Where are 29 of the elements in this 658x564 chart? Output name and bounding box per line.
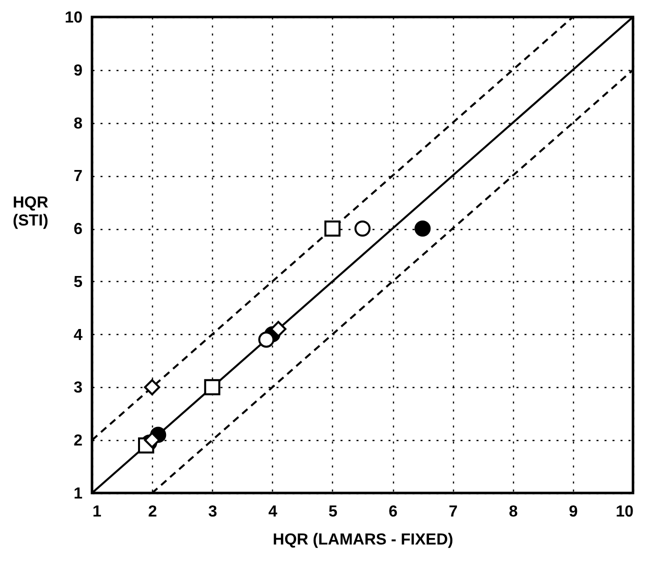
x-tick-label: 10 (616, 504, 634, 520)
y-tick-label: 3 (74, 380, 83, 397)
x-tick-label: 4 (268, 504, 278, 520)
point (414, 220, 431, 237)
x-axis-title: HQR (LAMARS - FIXED) (272, 532, 454, 548)
x-tick-label: 6 (388, 504, 398, 520)
x-tick-label: 9 (568, 504, 578, 520)
point (258, 332, 274, 348)
x-tick-label: 3 (208, 504, 218, 520)
y-tick-label: 2 (74, 432, 83, 450)
point (144, 379, 160, 396)
x-tick-label: 8 (508, 504, 518, 520)
point (144, 432, 160, 448)
x-tick-label: 7 (448, 504, 458, 520)
y-tick-label: 4 (74, 326, 83, 344)
y-tick-label: 9 (74, 62, 83, 80)
x-tick-label: 5 (328, 504, 338, 520)
y-tick-label: 1 (74, 486, 83, 502)
point (354, 220, 371, 237)
x-tick-label: 2 (148, 504, 158, 520)
point (324, 220, 341, 237)
y-tick-label: 6 (74, 221, 83, 238)
y-tick-label: 8 (74, 115, 83, 132)
y-tick-label: 5 (74, 274, 83, 291)
y-tick-label: 10 (64, 10, 83, 26)
point (204, 379, 220, 396)
y-tick-label: 7 (74, 168, 83, 186)
y-axis-title: HQR (STI) (12, 194, 49, 230)
x-tick-label: 1 (92, 504, 102, 520)
